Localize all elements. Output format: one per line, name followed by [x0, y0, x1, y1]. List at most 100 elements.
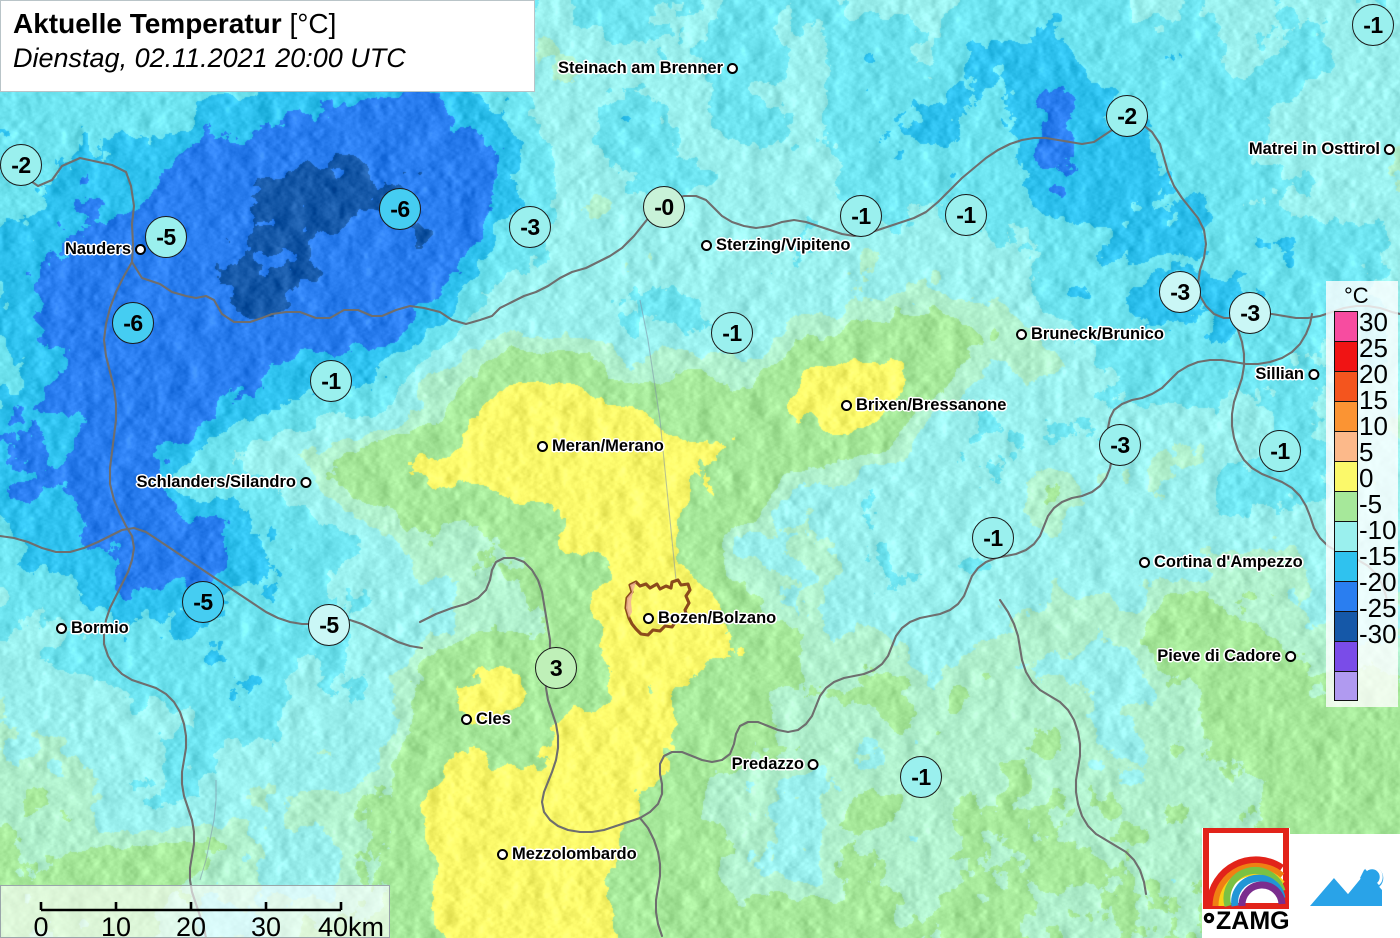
station-temperature-marker[interactable]: -1: [711, 312, 753, 354]
city-label: Bormio: [56, 619, 129, 638]
legend-swatch-0: [1334, 491, 1358, 521]
city-label: Cortina d'Ampezzo: [1139, 553, 1303, 572]
city-name-text: Schlanders/Silandro: [136, 473, 296, 491]
legend-value--5: -5: [1359, 489, 1383, 519]
city-label: Brixen/Bressanone: [841, 396, 1006, 415]
legend-value-20: 20: [1359, 359, 1388, 389]
city-marker-dot: [1285, 651, 1296, 662]
city-marker-dot: [1308, 369, 1319, 380]
page-title: Aktuelle Temperatur [°C]: [13, 7, 524, 41]
legend-swatch--5: [1334, 521, 1358, 551]
station-temperature-marker[interactable]: -1: [1259, 430, 1301, 472]
legend-value-15: 15: [1359, 385, 1388, 415]
legend-value--30: -30: [1359, 619, 1397, 649]
legend-value-30: 30: [1359, 307, 1388, 337]
zamg-wordmark: ZAMG: [1216, 907, 1290, 935]
zamg-logo-graphic: ZAMG: [1203, 827, 1290, 935]
city-label: Schlanders/Silandro: [136, 473, 311, 492]
city-label: Mezzolombardo: [497, 845, 637, 864]
scale-tick-40km: 40km: [318, 912, 384, 938]
legend-swatch--30: [1334, 671, 1358, 701]
city-marker-dot: [727, 63, 738, 74]
city-marker-dot: [497, 849, 508, 860]
station-temperature-marker[interactable]: -2: [0, 144, 42, 186]
legend-value--10: -10: [1359, 515, 1397, 545]
station-temperature-marker[interactable]: -0: [643, 186, 685, 228]
city-marker-dot: [643, 613, 654, 624]
logo-bar: ZAMG: [1202, 827, 1400, 938]
station-temperature-marker[interactable]: -5: [308, 604, 350, 646]
station-temperature-marker[interactable]: -3: [1099, 424, 1141, 466]
city-label: Nauders: [65, 240, 146, 259]
legend-swatch-15: [1334, 401, 1358, 431]
city-marker-dot: [537, 441, 548, 452]
city-name-text: Cles: [476, 710, 511, 728]
station-temperature-marker[interactable]: -1: [1352, 4, 1394, 46]
legend-swatch-30: [1334, 311, 1358, 341]
title-unit-text: [°C]: [289, 8, 337, 39]
scale-tick-30: 30: [251, 912, 281, 938]
city-name-text: Steinach am Brenner: [557, 59, 723, 77]
legend-swatch--25: [1334, 641, 1358, 671]
station-temperature-marker[interactable]: -1: [900, 756, 942, 798]
city-marker-dot: [135, 244, 146, 255]
station-temperature-marker[interactable]: -1: [972, 517, 1014, 559]
scale-bar-graphic: 0 10 20 30 40km: [33, 902, 384, 938]
city-name-text: Nauders: [64, 240, 131, 258]
city-name-text: Bormio: [71, 619, 129, 637]
city-marker-dot: [841, 400, 852, 411]
station-temperature-marker[interactable]: -2: [1106, 95, 1148, 137]
station-temperature-marker[interactable]: -3: [509, 206, 551, 248]
legend-value-10: 10: [1359, 411, 1388, 441]
city-marker-dot: [808, 759, 819, 770]
scale-tick-20: 20: [176, 912, 206, 938]
legend-swatch-10: [1334, 431, 1358, 461]
station-temperature-marker[interactable]: -3: [1159, 271, 1201, 313]
title-main-text: Aktuelle Temperatur: [13, 8, 282, 39]
city-marker-dot: [701, 240, 712, 251]
city-name-text: Bruneck/Brunico: [1031, 325, 1164, 343]
station-temperature-marker[interactable]: -1: [945, 194, 987, 236]
city-name-text: Meran/Merano: [552, 437, 664, 455]
title-datetime: Dienstag, 02.11.2021 20:00 UTC: [13, 43, 406, 73]
city-name-text: Sillian: [1255, 365, 1304, 383]
city-name-text: Matrei in Osttirol: [1248, 140, 1380, 158]
city-label: Bozen/Bolzano: [643, 609, 776, 628]
city-marker-dot: [300, 477, 311, 488]
city-marker-dot: [461, 714, 472, 725]
station-temperature-marker[interactable]: -5: [182, 581, 224, 623]
legend-swatch-25: [1334, 341, 1358, 371]
station-temperature-marker[interactable]: -1: [310, 360, 352, 402]
legend-swatch--15: [1334, 581, 1358, 611]
city-name-text: Cortina d'Ampezzo: [1154, 553, 1303, 571]
city-name-text: Predazzo: [731, 755, 804, 773]
legend-value--25: -25: [1359, 593, 1397, 623]
legend-value--15: -15: [1359, 541, 1397, 571]
legend-label-column: 30 25 20 15 10 5 0 -5 -10 -15 -20 -25 -30: [1359, 307, 1397, 649]
city-label: Pieve di Cadore: [1157, 647, 1296, 666]
city-name-text: Pieve di Cadore: [1157, 647, 1281, 665]
legend-unit-label: °C: [1344, 283, 1369, 308]
legend-swatch--20: [1334, 611, 1358, 641]
national-border-lines: [0, 120, 1400, 938]
map-scale-bar: 0 10 20 30 40km: [0, 885, 390, 938]
station-temperature-marker[interactable]: -3: [1229, 292, 1271, 334]
river-lines: [199, 299, 677, 881]
city-marker-dot: [1016, 329, 1027, 340]
station-temperature-marker[interactable]: -5: [145, 216, 187, 258]
zamg-degree-symbol: [1203, 912, 1215, 924]
city-label: Predazzo: [732, 755, 819, 774]
station-temperature-marker[interactable]: 3: [535, 647, 577, 689]
scale-tick-0: 0: [33, 912, 48, 938]
city-label: Steinach am Brenner: [558, 59, 738, 78]
city-name-text: Mezzolombardo: [512, 845, 637, 863]
map-title-box: Aktuelle Temperatur [°C] Dienstag, 02.11…: [0, 0, 535, 92]
legend-value--20: -20: [1359, 567, 1397, 597]
station-temperature-marker[interactable]: -1: [840, 195, 882, 237]
station-temperature-marker[interactable]: -6: [379, 188, 421, 230]
station-temperature-marker[interactable]: -6: [112, 302, 154, 344]
legend-swatch--10: [1334, 551, 1358, 581]
city-label: Matrei in Osttirol: [1249, 140, 1395, 159]
